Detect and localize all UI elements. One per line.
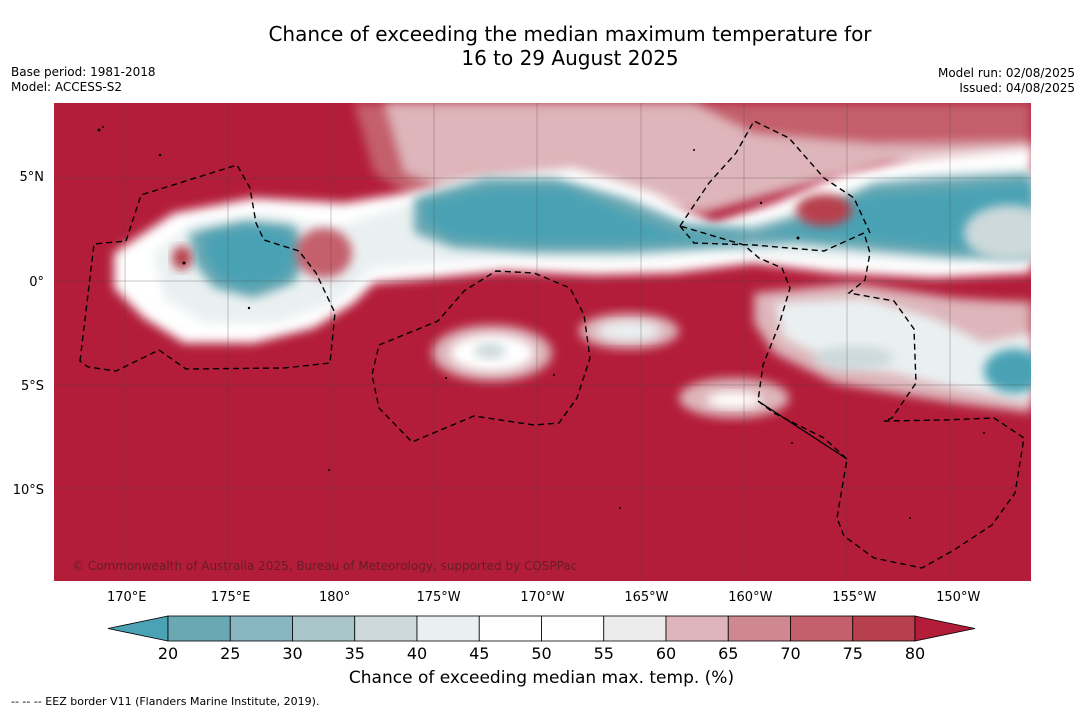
colorbar	[107, 615, 976, 642]
colorbar-level-label: 80	[904, 644, 926, 663]
lon-tick-label: 175°W	[416, 590, 461, 605]
colorbar-level-label: 20	[157, 644, 179, 663]
colorbar-title: Chance of exceeding median max. temp. (%…	[348, 668, 735, 688]
lon-tick-label: 150°W	[936, 590, 981, 605]
colorbar-bin	[292, 615, 356, 642]
colorbar-level-label: 40	[406, 644, 428, 663]
islands	[97, 126, 985, 519]
title-line-2: 16 to 29 August 2025	[461, 46, 679, 70]
graticule	[54, 103, 1031, 581]
lon-tick-label: 165°W	[624, 590, 669, 605]
colorbar-bin	[541, 615, 605, 642]
title-line-1: Chance of exceeding the median maximum t…	[268, 22, 872, 46]
lon-tick-label: 170°W	[520, 590, 565, 605]
colorbar-bin	[603, 615, 667, 642]
colorbar-over-arrow	[914, 615, 976, 642]
colorbar-bin	[790, 615, 854, 642]
eez-solid-segment	[757, 400, 848, 460]
lon-tick-label: 155°W	[832, 590, 877, 605]
colorbar-level-label: 60	[655, 644, 677, 663]
colorbar-level-label: 25	[220, 644, 241, 663]
colorbar-bin	[167, 615, 231, 642]
eez-borders	[79, 120, 1025, 569]
colorbar-bin	[229, 615, 293, 642]
lon-tick-label: 170°E	[106, 590, 147, 605]
lat-tick-label: 5°N	[19, 170, 45, 186]
colorbar-bin	[416, 615, 480, 642]
colorbar-under-arrow	[107, 615, 169, 642]
meta-right: Model run: 02/08/2025 Issued: 04/08/2025	[938, 66, 1075, 96]
copyright-notice: © Commonwealth of Australia 2025, Bureau…	[72, 559, 578, 573]
eez-legend-note: -- -- -- EEZ border V11 (Flanders Marine…	[11, 695, 320, 708]
probability-field	[114, 103, 1031, 418]
lat-tick-label: 0°	[29, 274, 44, 290]
lon-tick-label: 160°W	[728, 590, 773, 605]
colorbar-bin	[665, 615, 729, 642]
colorbar-level-label: 70	[780, 644, 801, 663]
colorbar-level-label: 50	[531, 644, 552, 663]
colorbar-level-label: 65	[718, 644, 739, 663]
issued-date: Issued: 04/08/2025	[959, 81, 1075, 95]
map-panel	[54, 103, 1031, 581]
lat-tick-label: 10°S	[12, 483, 44, 499]
lon-tick-label: 180°	[318, 590, 351, 605]
probability-map	[54, 103, 1031, 581]
lon-tick-label: 175°E	[210, 590, 251, 605]
colorbar-bin	[478, 615, 542, 642]
colorbar-bin	[727, 615, 791, 642]
colorbar-bin	[354, 615, 418, 642]
lat-tick-label: 5°S	[20, 378, 44, 394]
model-name: Model: ACCESS-S2	[11, 80, 123, 94]
colorbar-level-label: 75	[842, 644, 863, 663]
model-run: Model run: 02/08/2025	[937, 66, 1075, 80]
colorbar-bin	[852, 615, 916, 642]
colorbar-level-label: 45	[469, 644, 490, 663]
meta-left: Base period: 1981-2018 Model: ACCESS-S2	[11, 65, 156, 95]
colorbar-level-label: 55	[593, 644, 614, 663]
base-period: Base period: 1981-2018	[11, 65, 156, 79]
map-title: Chance of exceeding the median maximum t…	[0, 22, 1085, 70]
colorbar-level-label: 30	[282, 644, 303, 663]
colorbar-level-label: 35	[344, 644, 365, 663]
